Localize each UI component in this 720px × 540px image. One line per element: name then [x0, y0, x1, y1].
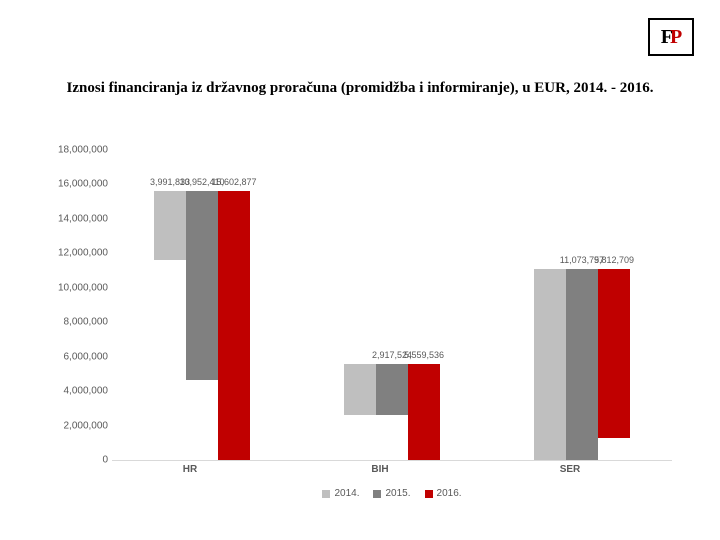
- bar-value-label: 5,559,536: [404, 350, 444, 360]
- legend-label: 2015.: [385, 488, 410, 499]
- ytick-label: 8,000,000: [40, 317, 108, 328]
- legend-swatch: [425, 490, 433, 498]
- bar: 3,991,833: [154, 191, 186, 260]
- ytick-label: 18,000,000: [40, 145, 108, 156]
- ytick-label: 16,000,000: [40, 179, 108, 190]
- chart-title: Iznosi financiranja iz državnog proračun…: [14, 78, 706, 98]
- ytick-label: 6,000,000: [40, 351, 108, 362]
- plot-area: 3,991,83310,952,41015,602,8772,917,5245,…: [112, 150, 672, 460]
- legend-item: 2014.: [322, 488, 359, 499]
- ytick-label: 14,000,000: [40, 213, 108, 224]
- bar: 15,602,877: [218, 191, 250, 460]
- chart-container: 3,991,83310,952,41015,602,8772,917,5245,…: [40, 140, 682, 520]
- bar-group: 3,991,83310,952,41015,602,877: [142, 191, 262, 460]
- legend-item: 2015.: [373, 488, 410, 499]
- bar: 11,073,757: [566, 269, 598, 460]
- bar-value-label: 15,602,877: [211, 177, 256, 187]
- axis-baseline: [112, 460, 672, 461]
- category-label: BIH: [320, 464, 440, 475]
- legend-swatch: [322, 490, 330, 498]
- ytick-label: 4,000,000: [40, 386, 108, 397]
- bar-group: 11,073,7579,812,709: [522, 269, 642, 460]
- legend-item: 2016.: [425, 488, 462, 499]
- legend-label: 2014.: [334, 488, 359, 499]
- bar: [344, 364, 376, 414]
- bar: 10,952,410: [186, 191, 218, 380]
- ytick-label: 10,000,000: [40, 282, 108, 293]
- ytick-label: 0: [40, 455, 108, 466]
- category-label: SER: [510, 464, 630, 475]
- bar: 9,812,709: [598, 269, 630, 438]
- bar: 2,917,524: [376, 364, 408, 414]
- bar: 5,559,536: [408, 364, 440, 460]
- bar-group: 2,917,5245,559,536: [332, 364, 452, 460]
- brand-logo: FP: [648, 18, 694, 56]
- ytick-label: 12,000,000: [40, 248, 108, 259]
- ytick-label: 2,000,000: [40, 420, 108, 431]
- legend-swatch: [373, 490, 381, 498]
- bar: [534, 269, 566, 460]
- legend: 2014. 2015. 2016.: [112, 488, 672, 499]
- bar-value-label: 9,812,709: [594, 255, 634, 265]
- category-label: HR: [130, 464, 250, 475]
- legend-label: 2016.: [437, 488, 462, 499]
- logo-p: P: [670, 26, 681, 49]
